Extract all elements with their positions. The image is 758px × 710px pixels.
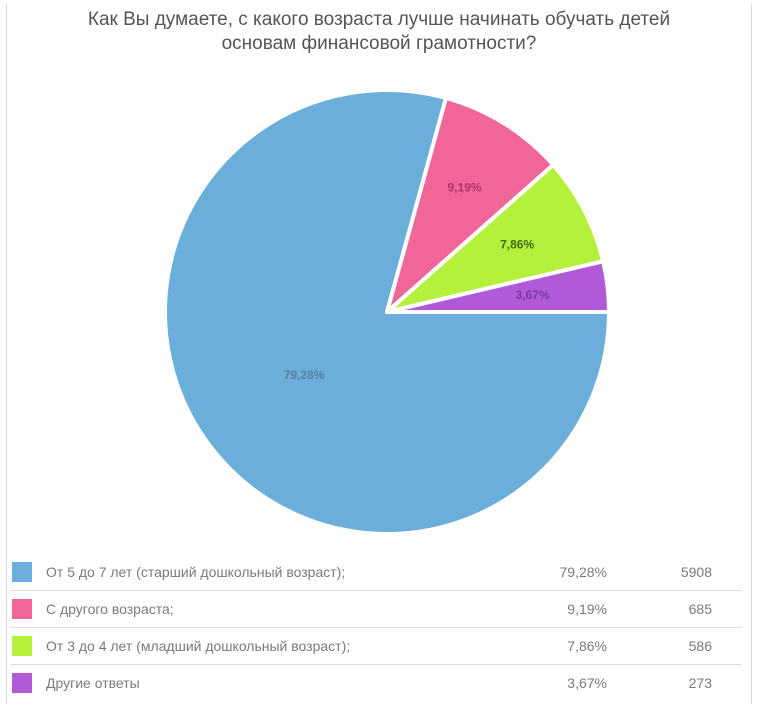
legend-percent: 9,19% [497, 590, 607, 628]
legend-label: От 3 до 4 лет (младший дошкольный возрас… [40, 627, 497, 665]
pie-slice [385, 259, 611, 314]
legend-percent: 79,28% [497, 554, 607, 591]
legend-percent: 3,67% [567, 675, 607, 691]
legend-table: От 5 до 7 лет (старший дошкольный возрас… [10, 554, 742, 701]
legend-swatch [12, 562, 32, 582]
legend-count: 685 [607, 590, 742, 628]
legend-row: Другие ответы 3,67% 273 [10, 665, 742, 702]
legend-swatch [12, 636, 32, 656]
legend-percent: 7,86% [497, 627, 607, 665]
pie-slice [163, 88, 611, 536]
pie-data-label: 9,19% [448, 181, 482, 195]
legend-row: С другого возраста; 9,19% 685 [10, 590, 742, 628]
legend-count: 5908 [607, 554, 742, 591]
legend-count: 273 [688, 675, 712, 691]
legend-label: Другие ответы [46, 675, 140, 691]
chart-frame [6, 4, 752, 704]
pie-data-label: 79,28% [284, 368, 325, 382]
legend-row: От 3 до 4 лет (младший дошкольный возрас… [10, 627, 742, 665]
chart-title: Как Вы думаете, с какого возраста лучше … [0, 8, 758, 56]
pie-data-label: 7,86% [500, 238, 534, 252]
legend-swatch [12, 673, 32, 693]
legend-label: С другого возраста; [40, 590, 497, 628]
chart-title-line-2: основам финансовой грамотности? [221, 33, 537, 54]
pie-chart: 79,28% 9,19% 7,86% 3,67% [163, 88, 611, 536]
legend-swatch [12, 599, 32, 619]
legend-label: От 5 до 7 лет (старший дошкольный возрас… [40, 554, 497, 591]
pie-slice [385, 95, 556, 314]
pie-slice [385, 162, 606, 314]
legend-count: 586 [607, 627, 742, 665]
chart-title-line-1: Как Вы думаете, с какого возраста лучше … [87, 9, 671, 30]
legend-row: От 5 до 7 лет (старший дошкольный возрас… [10, 554, 742, 591]
pie-data-label: 3,67% [516, 288, 550, 302]
